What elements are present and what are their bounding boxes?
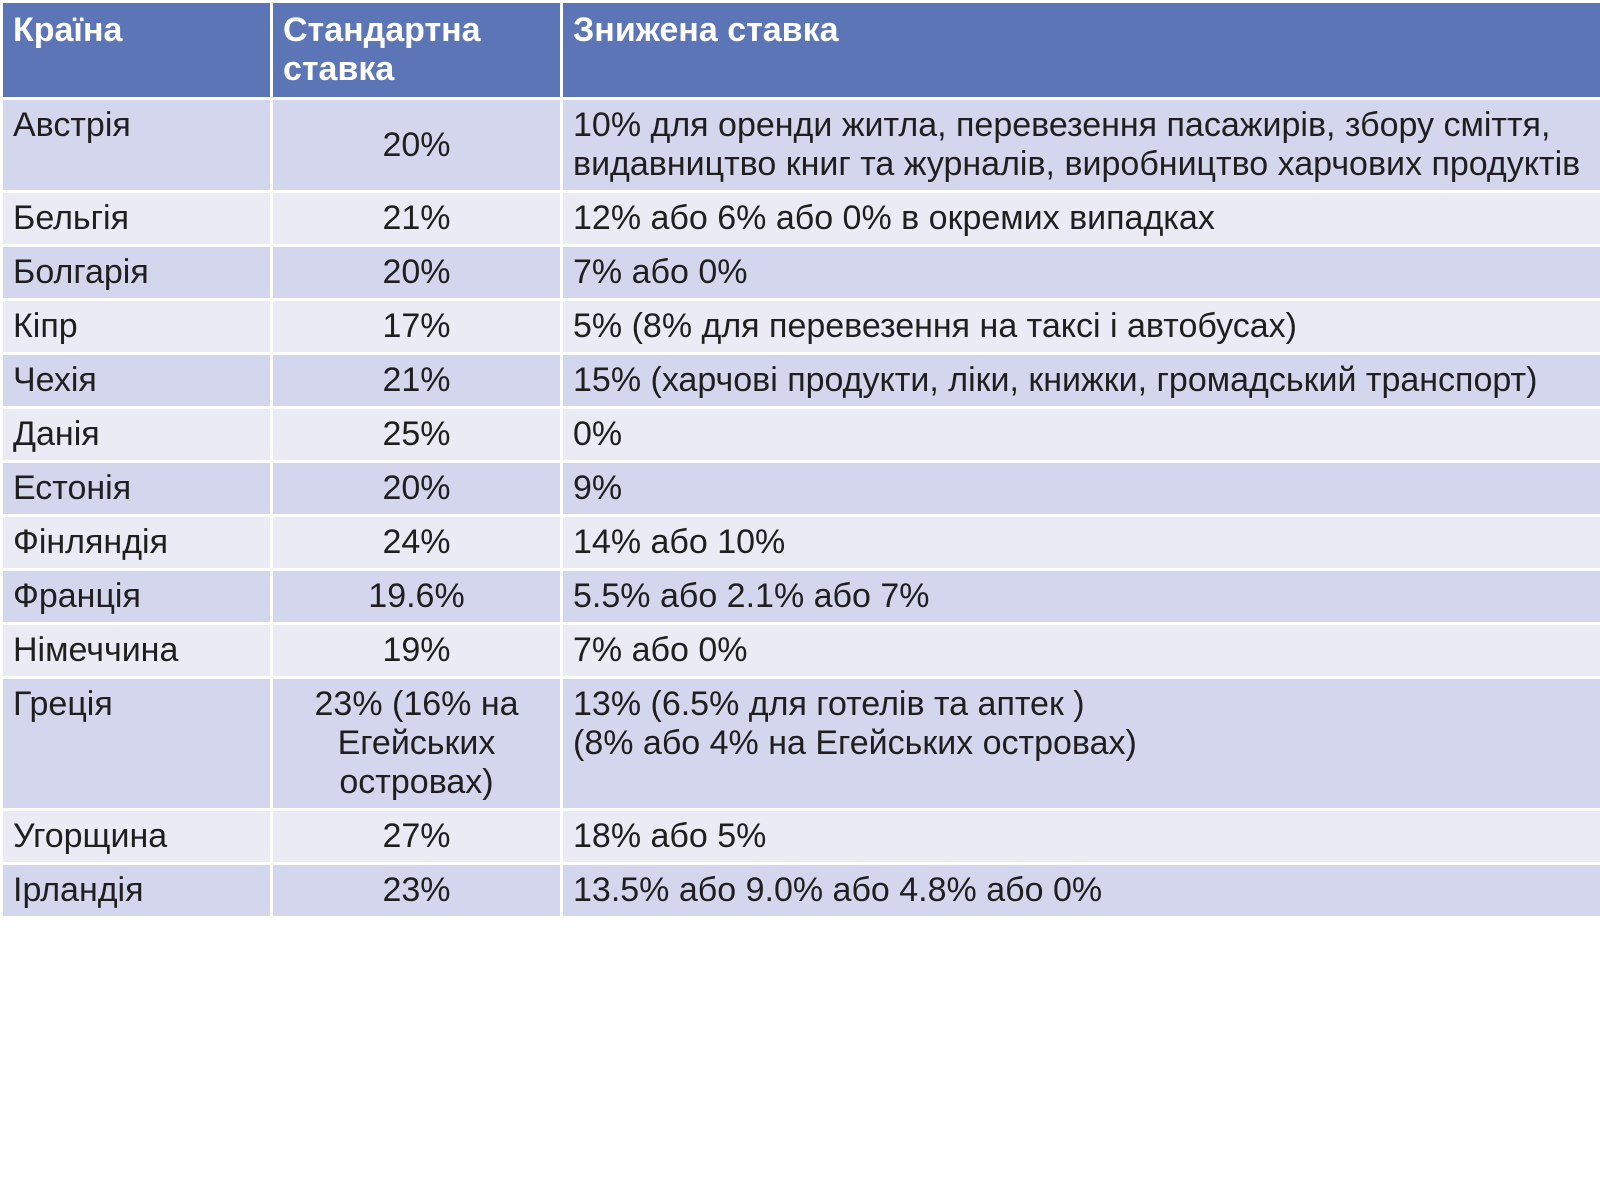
table-row: Кіпр17%5% (8% для перевезення на таксі і…: [2, 300, 1600, 354]
cell-reduced-rate: 7% або 0%: [562, 246, 1600, 300]
cell-reduced-rate: 9%: [562, 462, 1600, 516]
table-row: Болгарія20%7% або 0%: [2, 246, 1600, 300]
cell-standard-rate: 21%: [272, 192, 562, 246]
table-row: Данія25%0%: [2, 408, 1600, 462]
table-row: Угорщина27%18% або 5%: [2, 810, 1600, 864]
cell-country: Франція: [2, 570, 272, 624]
cell-reduced-rate: 10% для оренди житла, перевезення пасажи…: [562, 99, 1600, 192]
header-country: Країна: [2, 2, 272, 99]
table-row: Естонія20%9%: [2, 462, 1600, 516]
cell-country: Данія: [2, 408, 272, 462]
cell-standard-rate: 20%: [272, 99, 562, 192]
cell-standard-rate: 19%: [272, 624, 562, 678]
cell-country: Ірландія: [2, 864, 272, 918]
cell-reduced-rate: 7% або 0%: [562, 624, 1600, 678]
cell-reduced-rate: 18% або 5%: [562, 810, 1600, 864]
cell-standard-rate: 19.6%: [272, 570, 562, 624]
cell-country: Кіпр: [2, 300, 272, 354]
vat-rates-table: Країна Стандартна ставка Знижена ставка …: [0, 0, 1600, 919]
table-row: Австрія20%10% для оренди житла, перевезе…: [2, 99, 1600, 192]
cell-standard-rate: 24%: [272, 516, 562, 570]
cell-country: Греція: [2, 678, 272, 810]
cell-country: Угорщина: [2, 810, 272, 864]
table-row: Ірландія23%13.5% або 9.0% або 4.8% або 0…: [2, 864, 1600, 918]
cell-reduced-rate: 5.5% або 2.1% або 7%: [562, 570, 1600, 624]
cell-standard-rate: 23%: [272, 864, 562, 918]
header-reduced-rate: Знижена ставка: [562, 2, 1600, 99]
cell-standard-rate: 17%: [272, 300, 562, 354]
cell-country: Фінляндія: [2, 516, 272, 570]
cell-reduced-rate: 15% (харчові продукти, ліки, книжки, гро…: [562, 354, 1600, 408]
header-standard-rate: Стандартна ставка: [272, 2, 562, 99]
cell-reduced-rate: 12% або 6% або 0% в окремих випадках: [562, 192, 1600, 246]
cell-standard-rate: 23% (16% на Егейських островах): [272, 678, 562, 810]
cell-reduced-rate: 0%: [562, 408, 1600, 462]
cell-country: Німеччина: [2, 624, 272, 678]
cell-standard-rate: 27%: [272, 810, 562, 864]
table-row: Бельгія21%12% або 6% або 0% в окремих ви…: [2, 192, 1600, 246]
cell-country: Болгарія: [2, 246, 272, 300]
table-row: Франція19.6%5.5% або 2.1% або 7%: [2, 570, 1600, 624]
table-row: Німеччина19%7% або 0%: [2, 624, 1600, 678]
cell-standard-rate: 21%: [272, 354, 562, 408]
cell-country: Естонія: [2, 462, 272, 516]
cell-reduced-rate: 13.5% або 9.0% або 4.8% або 0%: [562, 864, 1600, 918]
cell-standard-rate: 20%: [272, 462, 562, 516]
cell-reduced-rate: 5% (8% для перевезення на таксі і автобу…: [562, 300, 1600, 354]
table-row: Греція23% (16% на Егейських островах)13%…: [2, 678, 1600, 810]
cell-standard-rate: 20%: [272, 246, 562, 300]
cell-country: Чехія: [2, 354, 272, 408]
cell-country: Бельгія: [2, 192, 272, 246]
cell-standard-rate: 25%: [272, 408, 562, 462]
table-header-row: Країна Стандартна ставка Знижена ставка: [2, 2, 1600, 99]
cell-country: Австрія: [2, 99, 272, 192]
table-row: Фінляндія24%14% або 10%: [2, 516, 1600, 570]
cell-reduced-rate: 13% (6.5% для готелів та аптек ) (8% або…: [562, 678, 1600, 810]
cell-reduced-rate: 14% або 10%: [562, 516, 1600, 570]
table-row: Чехія21%15% (харчові продукти, ліки, кни…: [2, 354, 1600, 408]
